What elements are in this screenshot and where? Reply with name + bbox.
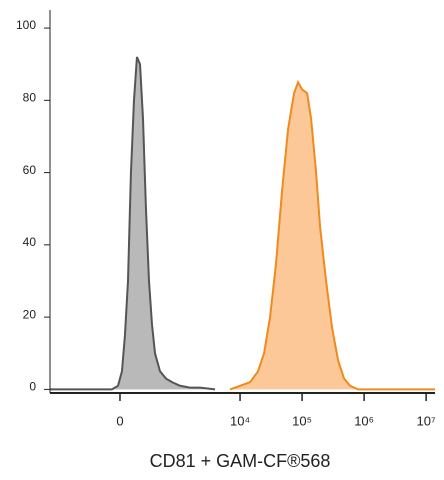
y-tick-label: 40 (23, 235, 37, 249)
area-fill (50, 56, 216, 390)
histogram-line (50, 56, 216, 391)
y-tick-label: 0 (29, 380, 36, 394)
x-tick-label: 10⁶ (354, 413, 374, 428)
y-tick-label: 60 (23, 163, 37, 177)
area-fill (230, 82, 435, 390)
x-tick-label: 10⁵ (292, 413, 312, 428)
y-tick-label: 80 (23, 91, 37, 105)
y-tick-label: 100 (16, 18, 36, 32)
x-tick-label: 10⁷ (417, 413, 436, 428)
x-tick-label: 0 (116, 413, 123, 428)
histogram-line (229, 79, 435, 391)
y-tick-label: 20 (23, 307, 37, 321)
x-tick-label: 10⁴ (230, 413, 250, 428)
x-axis-label: CD81 + GAM-CF®568 (150, 451, 331, 471)
